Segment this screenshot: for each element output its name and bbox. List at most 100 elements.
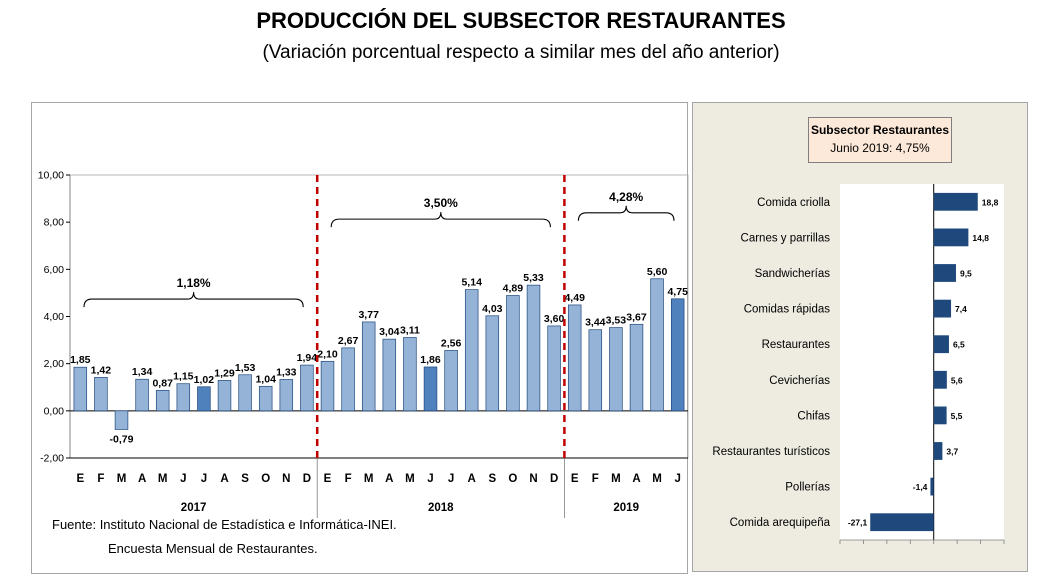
bar-value-label: 0,87 [152, 377, 173, 389]
hbar [933, 228, 969, 247]
x-tick-label: E [571, 473, 579, 485]
hbar-value-label: -1,4 [913, 482, 928, 492]
x-tick-label: J [427, 473, 433, 485]
bar [361, 321, 376, 412]
bar-value-label: 4,03 [482, 303, 503, 315]
year-brace [577, 205, 675, 221]
category-label: Chifas [797, 410, 830, 422]
bar-value-label: 3,60 [544, 313, 565, 325]
y-tick-label: 4,00 [44, 311, 65, 323]
bar [382, 338, 397, 412]
bar [629, 323, 644, 412]
bar [258, 385, 273, 412]
bar [300, 364, 314, 412]
hbar [930, 477, 934, 496]
category-label: Comida arequipeña [730, 517, 831, 529]
category-label: Carnes y parrillas [741, 232, 831, 244]
bar [547, 325, 561, 412]
plot-area [840, 184, 1004, 540]
x-tick-label: A [220, 473, 228, 485]
x-tick-label: N [282, 473, 290, 485]
bar-value-label: 1,15 [173, 371, 194, 383]
bar [567, 304, 582, 412]
bar-value-label: 1,04 [255, 373, 276, 385]
hbar-value-label: -27,1 [848, 518, 868, 528]
bar [670, 298, 685, 412]
year-brace [83, 292, 304, 308]
x-tick-label: M [652, 473, 662, 485]
hbar [933, 264, 956, 282]
y-tick-label: 8,00 [44, 217, 65, 229]
year-label: 2017 [181, 502, 207, 514]
x-tick-label: A [632, 473, 640, 485]
category-label: Restaurantes [762, 339, 831, 351]
category-label: Pollerías [785, 482, 830, 494]
bar-value-label: 4,89 [503, 283, 524, 295]
bar-value-label: 3,77 [358, 309, 379, 321]
x-tick-label: M [405, 473, 415, 485]
bar [73, 366, 88, 412]
bar-value-label: 2,56 [441, 337, 462, 349]
bar-value-label: 4,49 [564, 292, 585, 304]
bar [176, 383, 191, 412]
category-label: Sandwicherías [755, 268, 831, 280]
bar [444, 350, 458, 412]
bar [279, 379, 294, 412]
source-line-1: Fuente: Instituto Nacional de Estadístic… [52, 517, 397, 532]
hbar [933, 335, 949, 354]
bar [320, 360, 335, 412]
y-tick-label: 10,00 [38, 170, 64, 182]
bar [403, 337, 417, 412]
hbar [933, 192, 978, 211]
x-tick-label: D [303, 473, 311, 485]
hbar [933, 370, 947, 389]
bar-value-label: 1,33 [276, 366, 297, 378]
x-tick-label: J [180, 473, 186, 485]
year-average-label: 1,18% [177, 276, 211, 290]
x-tick-label: E [76, 473, 84, 485]
legend-subtitle: Junio 2019: 4,75% [830, 141, 930, 155]
x-tick-label: J [448, 473, 454, 485]
bar [217, 380, 232, 412]
hbar-value-label: 5,6 [951, 375, 963, 385]
bar-value-label: 1,53 [235, 362, 256, 374]
x-tick-label: E [324, 473, 332, 485]
y-tick-label: 2,00 [44, 358, 65, 370]
bar [197, 386, 211, 412]
bar-value-label: 4,75 [667, 286, 688, 298]
x-tick-label: M [117, 473, 127, 485]
year-average-label: 3,50% [424, 196, 458, 210]
bar [506, 295, 520, 412]
bar-value-label: 3,53 [606, 315, 627, 327]
bar [526, 284, 541, 412]
hbar-value-label: 6,5 [953, 340, 965, 350]
x-tick-label: A [385, 473, 393, 485]
bar-value-label: 2,10 [317, 348, 338, 360]
hbar [933, 299, 952, 318]
bar [423, 366, 438, 412]
hbar [933, 442, 943, 460]
y-tick-label: 6,00 [44, 264, 65, 276]
bar [94, 376, 108, 412]
hbar-value-label: 7,4 [955, 304, 967, 314]
bar [114, 410, 129, 430]
year-label: 2018 [428, 502, 454, 514]
bar-value-label: 1,94 [297, 352, 318, 364]
y-tick-label: 0,00 [44, 405, 65, 417]
hbar [933, 406, 947, 425]
year-average-label: 4,28% [609, 190, 643, 204]
bar-value-label: 1,02 [194, 374, 215, 386]
bar-value-label: 2,67 [338, 335, 359, 347]
x-tick-label: M [611, 473, 621, 485]
bar [650, 278, 664, 412]
hbar [870, 513, 934, 532]
x-tick-label: O [508, 473, 517, 485]
bar [464, 289, 479, 412]
category-label: Cevicherías [769, 375, 830, 387]
hbar-value-label: 14,8 [972, 233, 989, 243]
bar-value-label: 3,04 [379, 326, 400, 338]
bar [485, 315, 500, 412]
x-tick-label: F [592, 473, 599, 485]
